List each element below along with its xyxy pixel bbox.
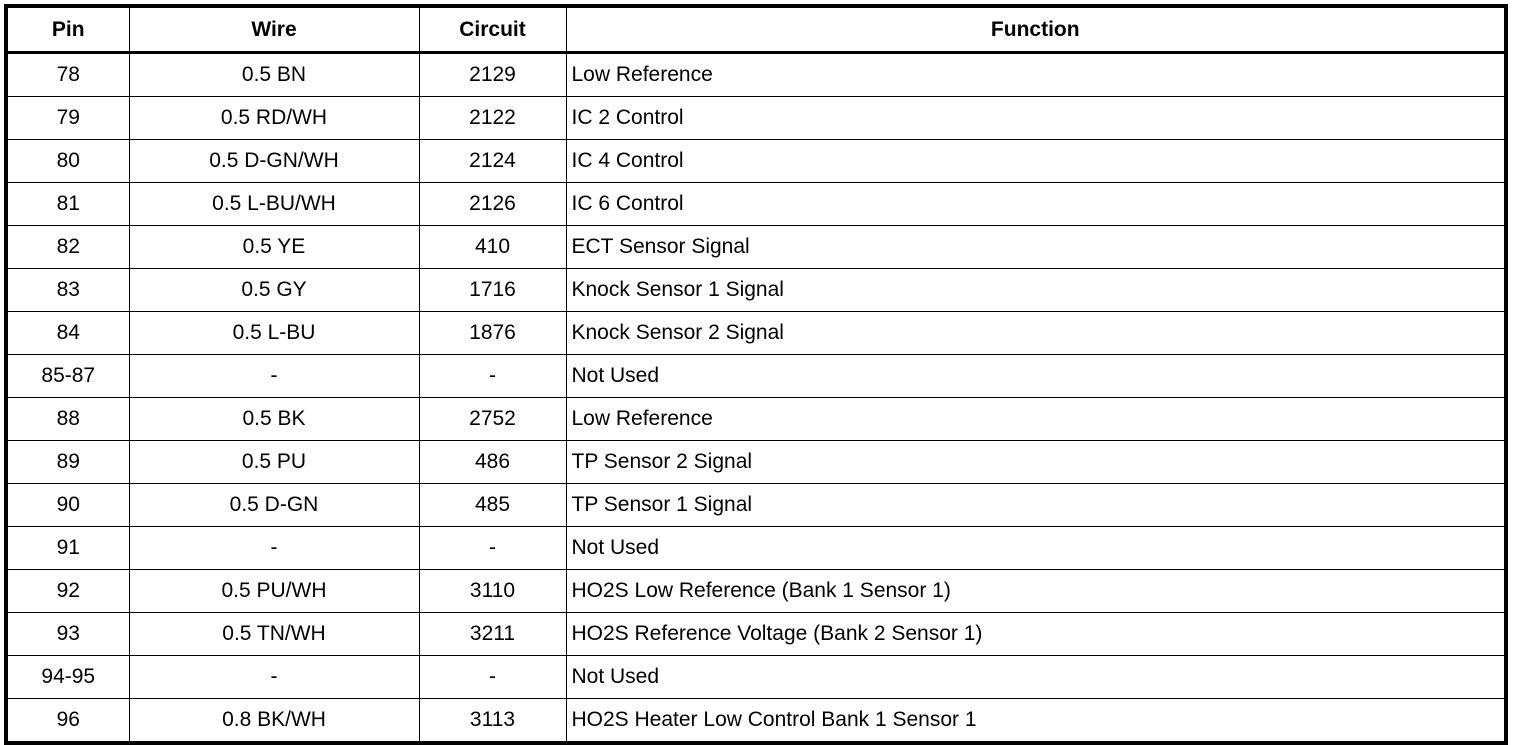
cell-pin: 96 (5, 698, 130, 744)
cell-wire: 0.5 PU/WH (128, 569, 420, 613)
header-wire: Wire (128, 5, 420, 54)
cell-function: HO2S Low Reference (Bank 1 Sensor 1) (565, 569, 1507, 613)
cell-function: Knock Sensor 1 Signal (565, 268, 1507, 312)
cell-pin: 84 (5, 311, 130, 355)
cell-pin: 83 (5, 268, 130, 312)
cell-circuit: 486 (418, 440, 567, 484)
cell-circuit: 485 (418, 483, 567, 527)
table-row: 90 0.5 D-GN 485 TP Sensor 1 Signal (5, 483, 1507, 527)
pin-table: Pin Wire Circuit Function 78 0.5 BN 2129 Lo… (4, 4, 1508, 745)
cell-pin: 82 (5, 225, 130, 269)
header-pin: Pin (5, 5, 130, 54)
cell-wire: 0.5 D-GN (128, 483, 420, 527)
table-row: 84 0.5 L-BU 1876 Knock Sensor 2 Signal (5, 311, 1507, 355)
cell-wire: - (128, 354, 420, 398)
cell-circuit: 2126 (418, 182, 567, 226)
table-row: 79 0.5 RD/WH 2122 IC 2 Control (5, 96, 1507, 140)
cell-function: Knock Sensor 2 Signal (565, 311, 1507, 355)
cell-function: IC 2 Control (565, 96, 1507, 140)
table-row: 89 0.5 PU 486 TP Sensor 2 Signal (5, 440, 1507, 484)
table-row: 93 0.5 TN/WH 3211 HO2S Reference Voltage (B… (5, 612, 1507, 656)
cell-function: TP Sensor 1 Signal (565, 483, 1507, 527)
cell-circuit: 2752 (418, 397, 567, 441)
cell-pin: 85-87 (5, 354, 130, 398)
cell-circuit: 2129 (418, 52, 567, 97)
cell-function: Not Used (565, 526, 1507, 570)
cell-function: Not Used (565, 354, 1507, 398)
cell-circuit: 2124 (418, 139, 567, 183)
cell-function: Low Reference (565, 397, 1507, 441)
cell-circuit: - (418, 354, 567, 398)
table-row: 92 0.5 PU/WH 3110 HO2S Low Reference (Bank … (5, 569, 1507, 613)
table-row: 88 0.5 BK 2752 Low Reference (5, 397, 1507, 441)
table-row: 78 0.5 BN 2129 Low Reference (5, 52, 1507, 97)
cell-wire: 0.5 BN (128, 52, 420, 97)
table-row: 91- - Not Used (5, 526, 1507, 570)
cell-function: IC 4 Control (565, 139, 1507, 183)
table-row: 82 0.5 YE 410 ECT Sensor Signal (5, 225, 1507, 269)
table-row: 94-95- - Not Used (5, 655, 1507, 699)
cell-wire: 0.8 BK/WH (128, 698, 420, 744)
cell-pin: 94-95 (5, 655, 130, 699)
table-row: 80 0.5 D-GN/WH 2124 IC 4 Control (5, 139, 1507, 183)
cell-wire: 0.5 TN/WH (128, 612, 420, 656)
cell-function: HO2S Heater Low Control Bank 1 Sensor 1 (565, 698, 1507, 744)
cell-wire: 0.5 RD/WH (128, 96, 420, 140)
cell-circuit: 410 (418, 225, 567, 269)
cell-pin: 88 (5, 397, 130, 441)
cell-pin: 78 (5, 52, 130, 97)
cell-pin: 79 (5, 96, 130, 140)
cell-wire: 0.5 YE (128, 225, 420, 269)
cell-wire: - (128, 655, 420, 699)
cell-function: Not Used (565, 655, 1507, 699)
cell-function: HO2S Reference Voltage (Bank 2 Sensor 1) (565, 612, 1507, 656)
cell-wire: 0.5 PU (128, 440, 420, 484)
table-row: 83 0.5 GY 1716 Knock Sensor 1 Signal (5, 268, 1507, 312)
cell-pin: 81 (5, 182, 130, 226)
cell-circuit: 1716 (418, 268, 567, 312)
cell-wire: 0.5 BK (128, 397, 420, 441)
cell-pin: 93 (5, 612, 130, 656)
cell-pin: 92 (5, 569, 130, 613)
cell-wire: 0.5 D-GN/WH (128, 139, 420, 183)
cell-circuit: - (418, 526, 567, 570)
table-row: 81 0.5 L-BU/WH 2126 IC 6 Control (5, 182, 1507, 226)
cell-function: TP Sensor 2 Signal (565, 440, 1507, 484)
cell-circuit: 1876 (418, 311, 567, 355)
cell-wire: - (128, 526, 420, 570)
table-row: 96 0.8 BK/WH 3113 HO2S Heater Low Control B… (5, 698, 1507, 744)
cell-function: ECT Sensor Signal (565, 225, 1507, 269)
header-function: Function (565, 5, 1507, 54)
cell-circuit: 3113 (418, 698, 567, 744)
cell-circuit: 3110 (418, 569, 567, 613)
cell-pin: 89 (5, 440, 130, 484)
cell-circuit: 2122 (418, 96, 567, 140)
cell-wire: 0.5 L-BU (128, 311, 420, 355)
cell-circuit: 3211 (418, 612, 567, 656)
cell-wire: 0.5 L-BU/WH (128, 182, 420, 226)
table-row: 85-87- - Not Used (5, 354, 1507, 398)
header-circuit: Circuit (418, 5, 567, 54)
table-body: 78 0.5 BN 2129 Low Reference 79 0.5 RD/WH 2122… (5, 52, 1507, 744)
cell-pin: 80 (5, 139, 130, 183)
cell-wire: 0.5 GY (128, 268, 420, 312)
cell-pin: 90 (5, 483, 130, 527)
cell-function: Low Reference (565, 52, 1507, 97)
cell-circuit: - (418, 655, 567, 699)
header-row: Pin Wire Circuit Function (5, 5, 1507, 54)
cell-pin: 91 (5, 526, 130, 570)
cell-function: IC 6 Control (565, 182, 1507, 226)
